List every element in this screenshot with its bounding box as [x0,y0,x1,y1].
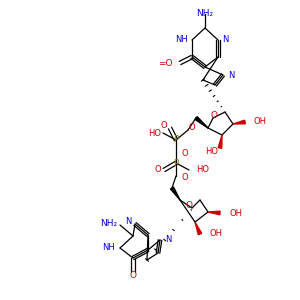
Text: O: O [181,149,188,158]
Polygon shape [208,211,220,215]
Text: NH: NH [102,244,115,253]
Text: O: O [185,202,193,211]
Text: O: O [155,166,161,175]
Text: O: O [181,173,188,182]
Polygon shape [170,187,180,200]
Polygon shape [195,117,208,128]
Text: O: O [211,112,218,121]
Text: HO: HO [205,148,218,157]
Polygon shape [195,222,202,235]
Text: OH: OH [209,230,222,238]
Text: HO: HO [196,166,209,175]
Text: N: N [228,70,234,80]
Text: NH₂: NH₂ [100,218,117,227]
Text: O: O [189,122,195,131]
Text: O: O [130,272,136,280]
Text: O: O [161,122,167,130]
Text: N: N [222,34,228,43]
Polygon shape [233,120,245,124]
Text: OH: OH [254,118,267,127]
Text: N: N [124,218,131,226]
Text: P: P [173,136,179,145]
Text: P: P [173,158,179,167]
Text: =O: =O [158,58,173,68]
Text: N: N [165,235,171,244]
Polygon shape [218,135,222,148]
Text: NH: NH [175,34,188,43]
Text: HO: HO [148,128,161,137]
Text: NH₂: NH₂ [196,10,214,19]
Text: OH: OH [229,208,242,217]
